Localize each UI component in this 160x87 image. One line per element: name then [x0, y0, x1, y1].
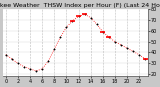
- Title: Milwaukee Weather  THSW Index per Hour (F) (Last 24 Hours): Milwaukee Weather THSW Index per Hour (F…: [0, 3, 160, 8]
